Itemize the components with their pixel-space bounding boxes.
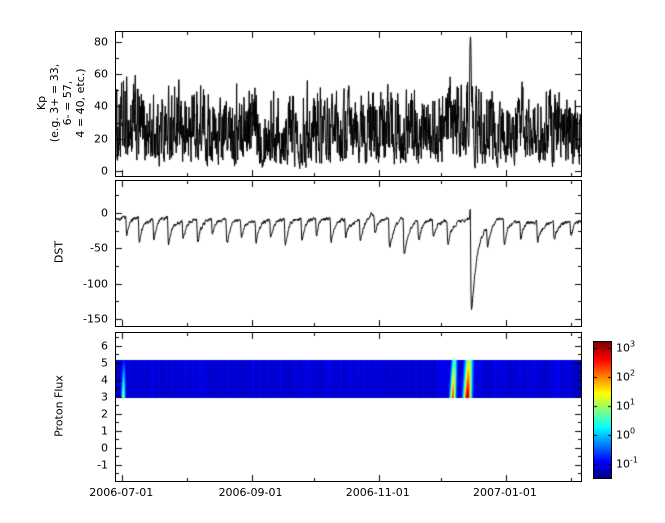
colorbar-tick-label: 103 [616, 339, 636, 355]
x-tick-label: 2007-01-01 [472, 486, 537, 499]
y-tick-label: 1 [101, 424, 108, 438]
y-tick-label: 4 [101, 373, 108, 387]
y-tick-label: -50 [90, 241, 108, 255]
y-tick-label: 0 [101, 206, 108, 220]
y-tick-label: -150 [83, 312, 108, 326]
y-tick-label: -1 [97, 458, 108, 472]
kp-plot-canvas [116, 32, 581, 176]
colorbar-gradient-canvas [594, 342, 611, 478]
y-tick-label: 40 [94, 99, 108, 113]
colorbar [593, 341, 612, 479]
x-tick-label: 2006-11-01 [345, 486, 410, 499]
colorbar-tick-label: 101 [616, 397, 636, 412]
dst-axis-title: DST [52, 240, 66, 264]
x-tick-label: 2006-09-01 [218, 486, 283, 499]
y-tick-label: 0 [101, 441, 108, 455]
colorbar-tick-label: 10-1 [616, 455, 638, 470]
colorbar-tick-label: 102 [616, 368, 636, 384]
y-tick-label: 2 [101, 407, 108, 421]
kp-axis-title-line: 6- = 57, [61, 80, 74, 126]
kp-panel [115, 31, 582, 177]
proton-flux-panel [115, 332, 582, 482]
colorbar-tick-label: 100 [616, 426, 636, 441]
dst-plot-canvas [116, 181, 581, 326]
y-tick-label: 6 [101, 339, 108, 353]
y-tick-label: -100 [83, 277, 108, 291]
y-tick-label: 5 [101, 356, 108, 370]
y-tick-label: 0 [101, 164, 108, 178]
x-tick-label: 2006-07-01 [89, 486, 154, 499]
y-tick-label: 60 [94, 67, 108, 81]
y-tick-label: 20 [94, 132, 108, 146]
kp-axis-title-line: 4 = 40, etc.) [73, 68, 87, 138]
dst-panel [115, 180, 582, 327]
kp-axis-title-line: (e.g. 3+ = 33, [48, 63, 62, 143]
kp-axis-title: Kp (e.g. 3+ = 33, 6- = 57, 4 = 40, etc.) [35, 63, 88, 143]
y-tick-label: 80 [94, 35, 108, 49]
proton-flux-spectrogram-canvas [116, 333, 581, 481]
proton-flux-axis-title: Proton Flux [52, 375, 66, 437]
y-tick-label: 3 [101, 390, 108, 404]
